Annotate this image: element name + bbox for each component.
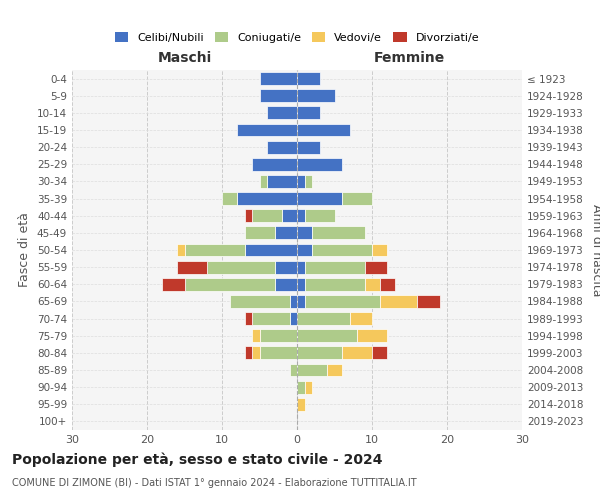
Bar <box>342 192 372 205</box>
Bar <box>305 210 335 222</box>
Bar <box>282 210 297 222</box>
Bar <box>185 278 275 290</box>
Bar <box>237 124 297 136</box>
Bar <box>380 278 395 290</box>
Bar <box>417 295 439 308</box>
Bar <box>245 226 275 239</box>
Bar <box>185 244 245 256</box>
Y-axis label: Anni di nascita: Anni di nascita <box>590 204 600 296</box>
Bar <box>260 72 297 85</box>
Bar <box>297 175 305 188</box>
Bar <box>297 346 342 360</box>
Bar <box>327 364 342 376</box>
Bar <box>290 312 297 325</box>
Bar <box>245 312 252 325</box>
Bar <box>267 106 297 120</box>
Bar <box>365 278 380 290</box>
Bar <box>297 278 305 290</box>
Text: Femmine: Femmine <box>374 51 445 65</box>
Bar <box>349 312 372 325</box>
Bar <box>290 295 297 308</box>
Bar <box>305 175 312 188</box>
Text: COMUNE DI ZIMONE (BI) - Dati ISTAT 1° gennaio 2024 - Elaborazione TUTTITALIA.IT: COMUNE DI ZIMONE (BI) - Dati ISTAT 1° ge… <box>12 478 416 488</box>
Bar <box>297 364 327 376</box>
Bar <box>297 140 320 153</box>
Bar <box>177 260 207 274</box>
Bar <box>177 244 185 256</box>
Bar <box>342 346 372 360</box>
Bar <box>297 106 320 120</box>
Bar <box>252 346 260 360</box>
Bar <box>305 278 365 290</box>
Bar <box>252 312 290 325</box>
Bar <box>305 295 380 308</box>
Text: Maschi: Maschi <box>157 51 212 65</box>
Bar <box>245 244 297 256</box>
Bar <box>297 158 342 170</box>
Bar <box>260 330 297 342</box>
Bar <box>372 244 387 256</box>
Bar <box>297 244 312 256</box>
Text: Popolazione per età, sesso e stato civile - 2024: Popolazione per età, sesso e stato civil… <box>12 452 383 467</box>
Bar <box>162 278 185 290</box>
Y-axis label: Fasce di età: Fasce di età <box>19 212 31 288</box>
Legend: Celibi/Nubili, Coniugati/e, Vedovi/e, Divorziati/e: Celibi/Nubili, Coniugati/e, Vedovi/e, Di… <box>112 29 482 46</box>
Bar <box>290 364 297 376</box>
Bar <box>275 226 297 239</box>
Bar <box>260 346 297 360</box>
Bar <box>312 226 365 239</box>
Bar <box>252 158 297 170</box>
Bar <box>297 226 312 239</box>
Bar <box>312 244 372 256</box>
Bar <box>297 380 305 394</box>
Bar <box>305 260 365 274</box>
Bar <box>297 192 342 205</box>
Bar <box>252 210 282 222</box>
Bar <box>207 260 275 274</box>
Bar <box>297 260 305 274</box>
Bar <box>237 192 297 205</box>
Bar <box>297 210 305 222</box>
Bar <box>260 90 297 102</box>
Bar <box>305 380 312 394</box>
Bar <box>222 192 237 205</box>
Bar <box>297 398 305 410</box>
Bar <box>365 260 387 274</box>
Bar <box>357 330 387 342</box>
Bar <box>275 260 297 274</box>
Bar <box>267 140 297 153</box>
Bar <box>252 330 260 342</box>
Bar <box>297 330 357 342</box>
Bar <box>297 124 349 136</box>
Bar <box>229 295 290 308</box>
Bar <box>297 312 349 325</box>
Bar <box>267 175 297 188</box>
Bar <box>260 175 267 188</box>
Bar <box>245 210 252 222</box>
Bar <box>297 90 335 102</box>
Bar <box>372 346 387 360</box>
Bar <box>297 72 320 85</box>
Bar <box>275 278 297 290</box>
Bar <box>245 346 252 360</box>
Bar <box>297 295 305 308</box>
Bar <box>380 295 417 308</box>
